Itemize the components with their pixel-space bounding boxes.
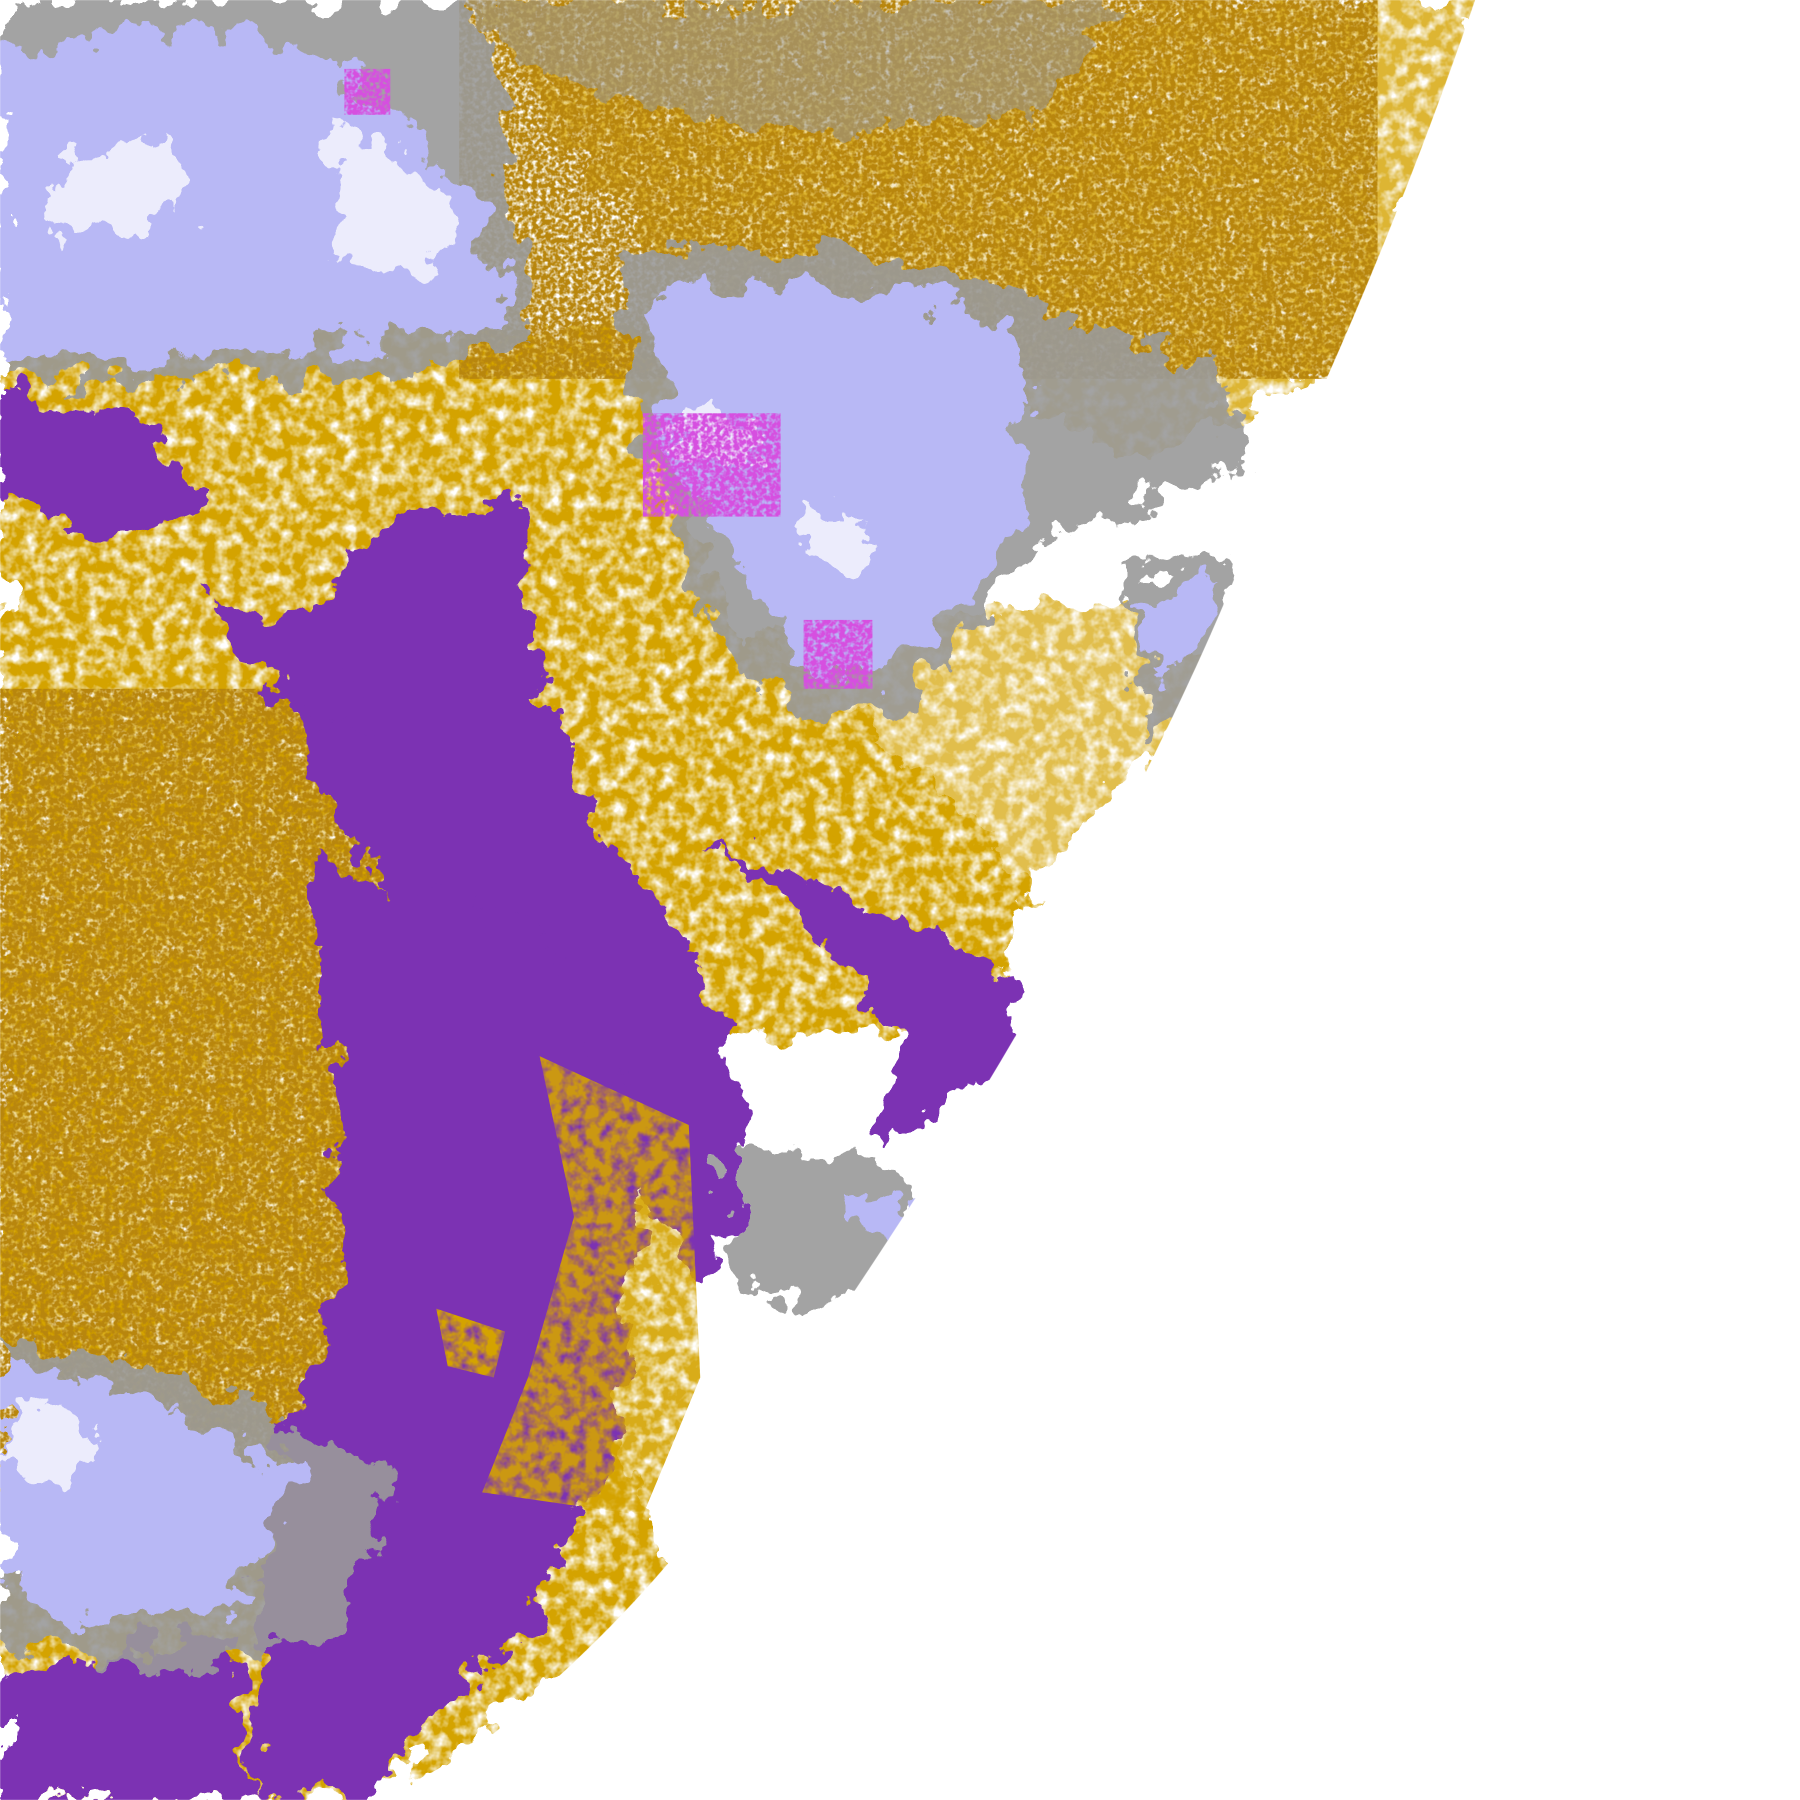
gold-over-ocean bbox=[436, 1056, 701, 1516]
high-cloud-layer bbox=[0, 22, 1217, 1631]
magenta-convective-spots bbox=[344, 68, 873, 689]
pale-cloud-cores bbox=[0, 126, 873, 1481]
